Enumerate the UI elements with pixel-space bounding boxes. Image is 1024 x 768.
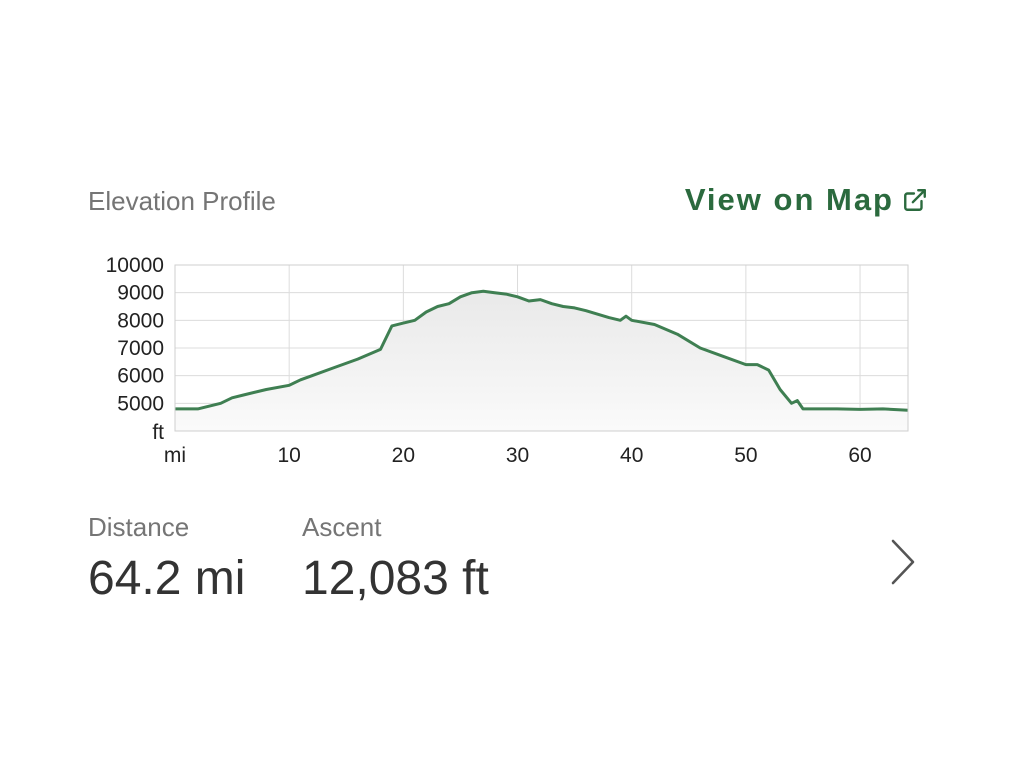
y-tick-label: 6000 [117,365,164,388]
stats-row: Distance 64.2 mi Ascent 12,083 ft [88,512,928,612]
x-tick-label: 10 [277,444,300,467]
section-title: Elevation Profile [88,186,276,216]
view-on-map-link[interactable]: View on Map [685,178,928,222]
y-tick-label: 9000 [117,282,164,305]
x-tick-label: 60 [848,444,871,467]
ascent-stat: Ascent 12,083 ft [302,512,489,606]
y-tick-label: 5000 [117,392,164,415]
elevation-area [175,291,908,431]
distance-label: Distance [88,512,190,542]
chevron-right-icon[interactable] [880,532,924,592]
distance-value: 64.2 mi [88,552,246,605]
x-unit-label: mi [164,444,186,467]
distance-stat: Distance 64.2 mi [88,512,245,606]
x-tick-label: 50 [734,444,757,467]
y-tick-label: 10000 [106,254,164,277]
y-unit-label: ft [152,421,164,444]
view-on-map-label: View on Map [684,182,894,217]
x-tick-label: 30 [506,444,529,467]
y-tick-label: 7000 [117,337,164,360]
plot-border [174,264,909,432]
external-link-icon [902,187,928,213]
elevation-line [175,289,909,412]
ascent-label: Ascent [302,512,382,542]
x-tick-label: 20 [392,444,415,467]
y-tick-label: 8000 [117,309,164,332]
elevation-chart: 10000 9000 8000 7000 6000 5000 10 20 30 40 50 60 f… [106,254,909,467]
ascent-value: 12,083 ft [302,552,489,605]
x-tick-label: 40 [620,444,643,467]
card-header: Elevation Profile View on Map [88,178,928,222]
